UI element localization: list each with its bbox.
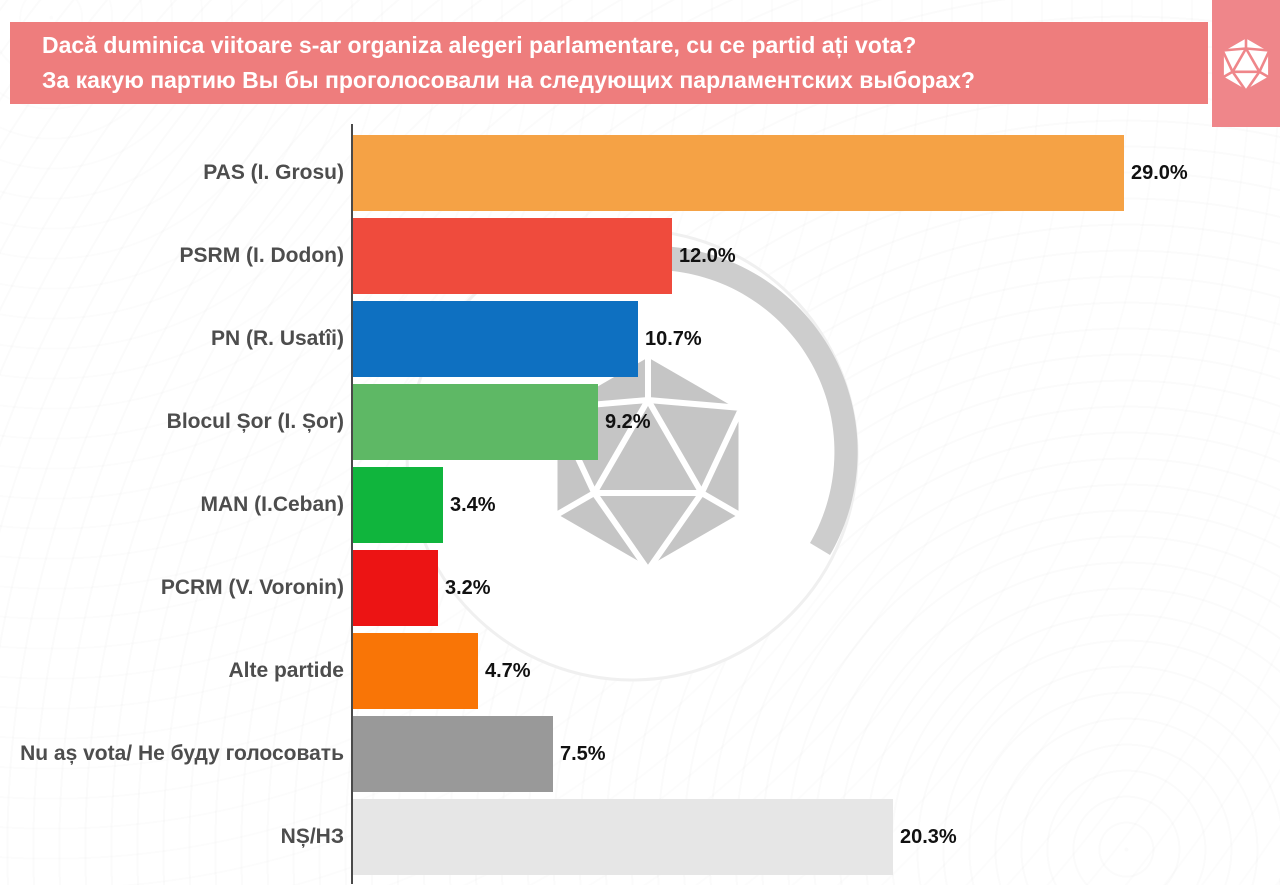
chart-row: Nu aș vota/ Не буду голосовать 7.5% xyxy=(0,716,1280,792)
category-label: NȘ/НЗ xyxy=(280,825,344,848)
chart-row: Blocul Șor (I. Șor) 9.2% xyxy=(0,384,1280,460)
axis-line xyxy=(351,124,353,884)
question-line-ro: Dacă duminica viitoare s-ar organiza ale… xyxy=(42,32,917,58)
watermark-ring-arc xyxy=(658,246,858,555)
category-label: PCRM (V. Voronin) xyxy=(160,576,344,599)
category-label: Nu aș vota/ Не буду голосовать xyxy=(20,742,344,765)
bar xyxy=(353,633,478,709)
category-label: Blocul Șor (I. Șor) xyxy=(166,410,344,433)
bar xyxy=(353,135,1124,211)
value-label: 4.7% xyxy=(485,659,531,682)
question-header: Dacă duminica viitoare s-ar organiza ale… xyxy=(10,22,1208,104)
value-label: 9.2% xyxy=(605,410,651,433)
bar xyxy=(353,550,438,626)
chart-row: NȘ/НЗ 20.3% xyxy=(0,799,1280,875)
category-label: PAS (I. Grosu) xyxy=(203,161,344,184)
value-label: 10.7% xyxy=(645,327,702,350)
bar xyxy=(353,384,598,460)
logo-box xyxy=(1212,0,1280,127)
d20-logo-icon xyxy=(1221,35,1271,93)
bar xyxy=(353,467,443,543)
category-label: MAN (I.Ceban) xyxy=(200,493,345,516)
value-label: 29.0% xyxy=(1131,161,1188,184)
category-label: PSRM (I. Dodon) xyxy=(179,244,344,267)
question-line-ru: За какую партию Вы бы проголосовали на с… xyxy=(42,67,975,93)
value-label: 3.2% xyxy=(445,576,491,599)
watermark-d20-icon xyxy=(551,351,745,573)
chart-row: MAN (I.Ceban) 3.4% xyxy=(0,467,1280,543)
chart-row: Alte partide 4.7% xyxy=(0,633,1280,709)
chart-row: PAS (I. Grosu) 29.0% xyxy=(0,135,1280,211)
value-label: 20.3% xyxy=(900,825,957,848)
category-label: Alte partide xyxy=(228,659,344,682)
chart-row: PCRM (V. Voronin) 3.2% xyxy=(0,550,1280,626)
bar xyxy=(353,218,672,294)
chart-row: PN (R. Usatîi) 10.7% xyxy=(0,301,1280,377)
value-label: 7.5% xyxy=(560,742,606,765)
bar xyxy=(353,799,893,875)
bar xyxy=(353,301,638,377)
bar xyxy=(353,716,553,792)
value-label: 3.4% xyxy=(450,493,496,516)
category-label: PN (R. Usatîi) xyxy=(210,327,344,350)
value-label: 12.0% xyxy=(679,244,736,267)
chart-row: PSRM (I. Dodon) 12.0% xyxy=(0,218,1280,294)
